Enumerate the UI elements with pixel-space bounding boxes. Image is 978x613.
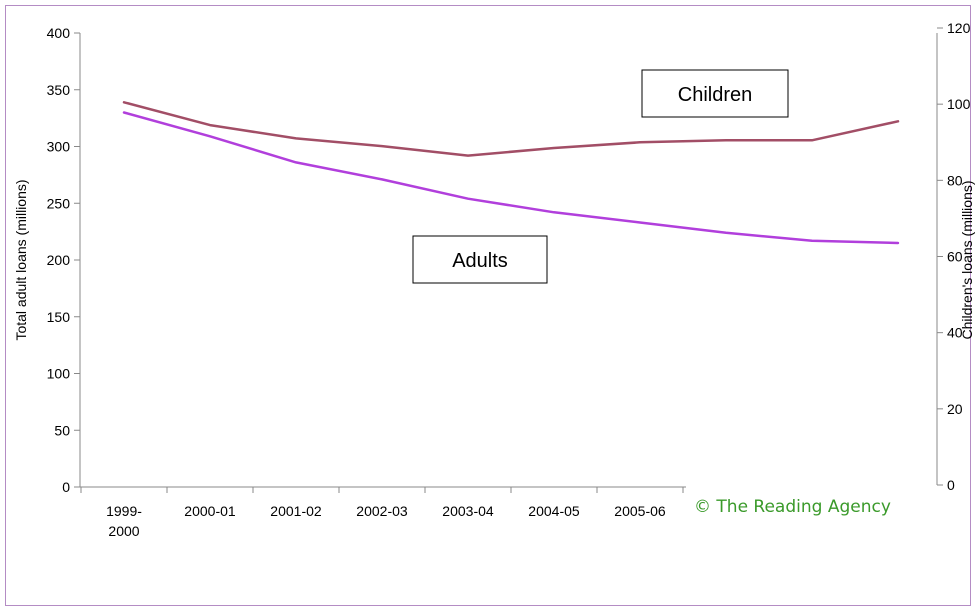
right-tick-label: 20 <box>947 401 963 417</box>
x-tick-label: 2002-03 <box>356 503 408 519</box>
children-label-box: Children <box>641 69 789 118</box>
right-axis-ticks: 0 20 40 60 80 100 120 <box>937 20 971 493</box>
right-tick-label: 80 <box>947 172 963 188</box>
right-tick-label: 40 <box>947 325 963 341</box>
x-tick-label: 2005-06 <box>614 503 666 519</box>
x-tick-label: 1999-2000 <box>106 503 142 539</box>
left-tick-label: 100 <box>47 366 71 382</box>
x-tick-label: 2003-04 <box>442 503 494 519</box>
left-tick-label: 350 <box>47 82 71 98</box>
left-tick-label: 150 <box>47 309 71 325</box>
right-tick-label: 120 <box>947 20 971 36</box>
adults-label: Adults <box>452 250 508 272</box>
y-axis-title: Total adult loans (millions) <box>13 179 29 340</box>
x-tick-label: 2001-02 <box>270 503 322 519</box>
left-tick-label: 50 <box>54 422 70 438</box>
x-tick-label: 2000-01 <box>184 503 236 519</box>
x-axis-ticks: 1999-2000 2000-01 2001-02 2002-03 2003-04 200… <box>80 487 684 539</box>
left-tick-label: 300 <box>47 139 71 155</box>
adults-label-box: Adults <box>412 235 548 284</box>
left-tick-label: 250 <box>47 195 71 211</box>
left-tick-label: 0 <box>62 479 70 495</box>
right-tick-label: 60 <box>947 249 963 265</box>
children-label: Children <box>678 84 752 106</box>
copyright-background <box>686 482 926 522</box>
y2-axis-title: Children's loans (millions) <box>959 180 975 339</box>
copyright-text: © The Reading Agency <box>694 497 891 517</box>
right-tick-label: 0 <box>947 477 955 493</box>
series-layer <box>122 101 900 245</box>
x-tick-label: 2004-05 <box>528 503 580 519</box>
children-line <box>122 101 900 157</box>
right-tick-label: 100 <box>947 96 971 112</box>
left-axis-ticks: 0 50 100 150 200 250 300 350 400 <box>47 25 80 495</box>
adults-line <box>122 111 900 245</box>
left-tick-label: 400 <box>47 25 71 41</box>
left-tick-label: 200 <box>47 252 71 268</box>
